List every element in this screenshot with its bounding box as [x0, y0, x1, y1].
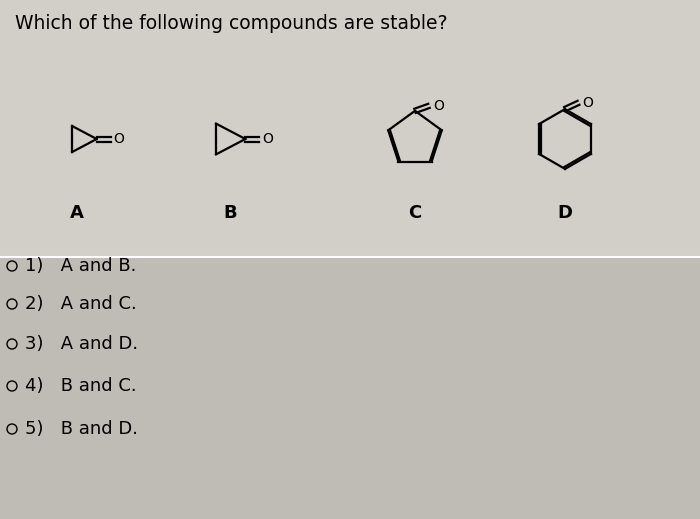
Text: 4)   B and C.: 4) B and C.: [25, 377, 136, 395]
Text: D: D: [557, 204, 573, 222]
Text: O: O: [113, 132, 125, 146]
Text: Which of the following compounds are stable?: Which of the following compounds are sta…: [15, 14, 447, 33]
Text: 5)   B and D.: 5) B and D.: [25, 420, 138, 438]
Text: 2)   A and C.: 2) A and C.: [25, 295, 136, 313]
Text: 1)   A and B.: 1) A and B.: [25, 257, 136, 275]
Text: B: B: [223, 204, 237, 222]
Text: C: C: [408, 204, 421, 222]
Text: A: A: [70, 204, 84, 222]
Text: 3)   A and D.: 3) A and D.: [25, 335, 138, 353]
Bar: [0, 257, 700, 519]
Bar: [0, 0, 700, 257]
Text: O: O: [582, 96, 594, 110]
Text: O: O: [262, 132, 273, 146]
Text: O: O: [433, 99, 444, 113]
